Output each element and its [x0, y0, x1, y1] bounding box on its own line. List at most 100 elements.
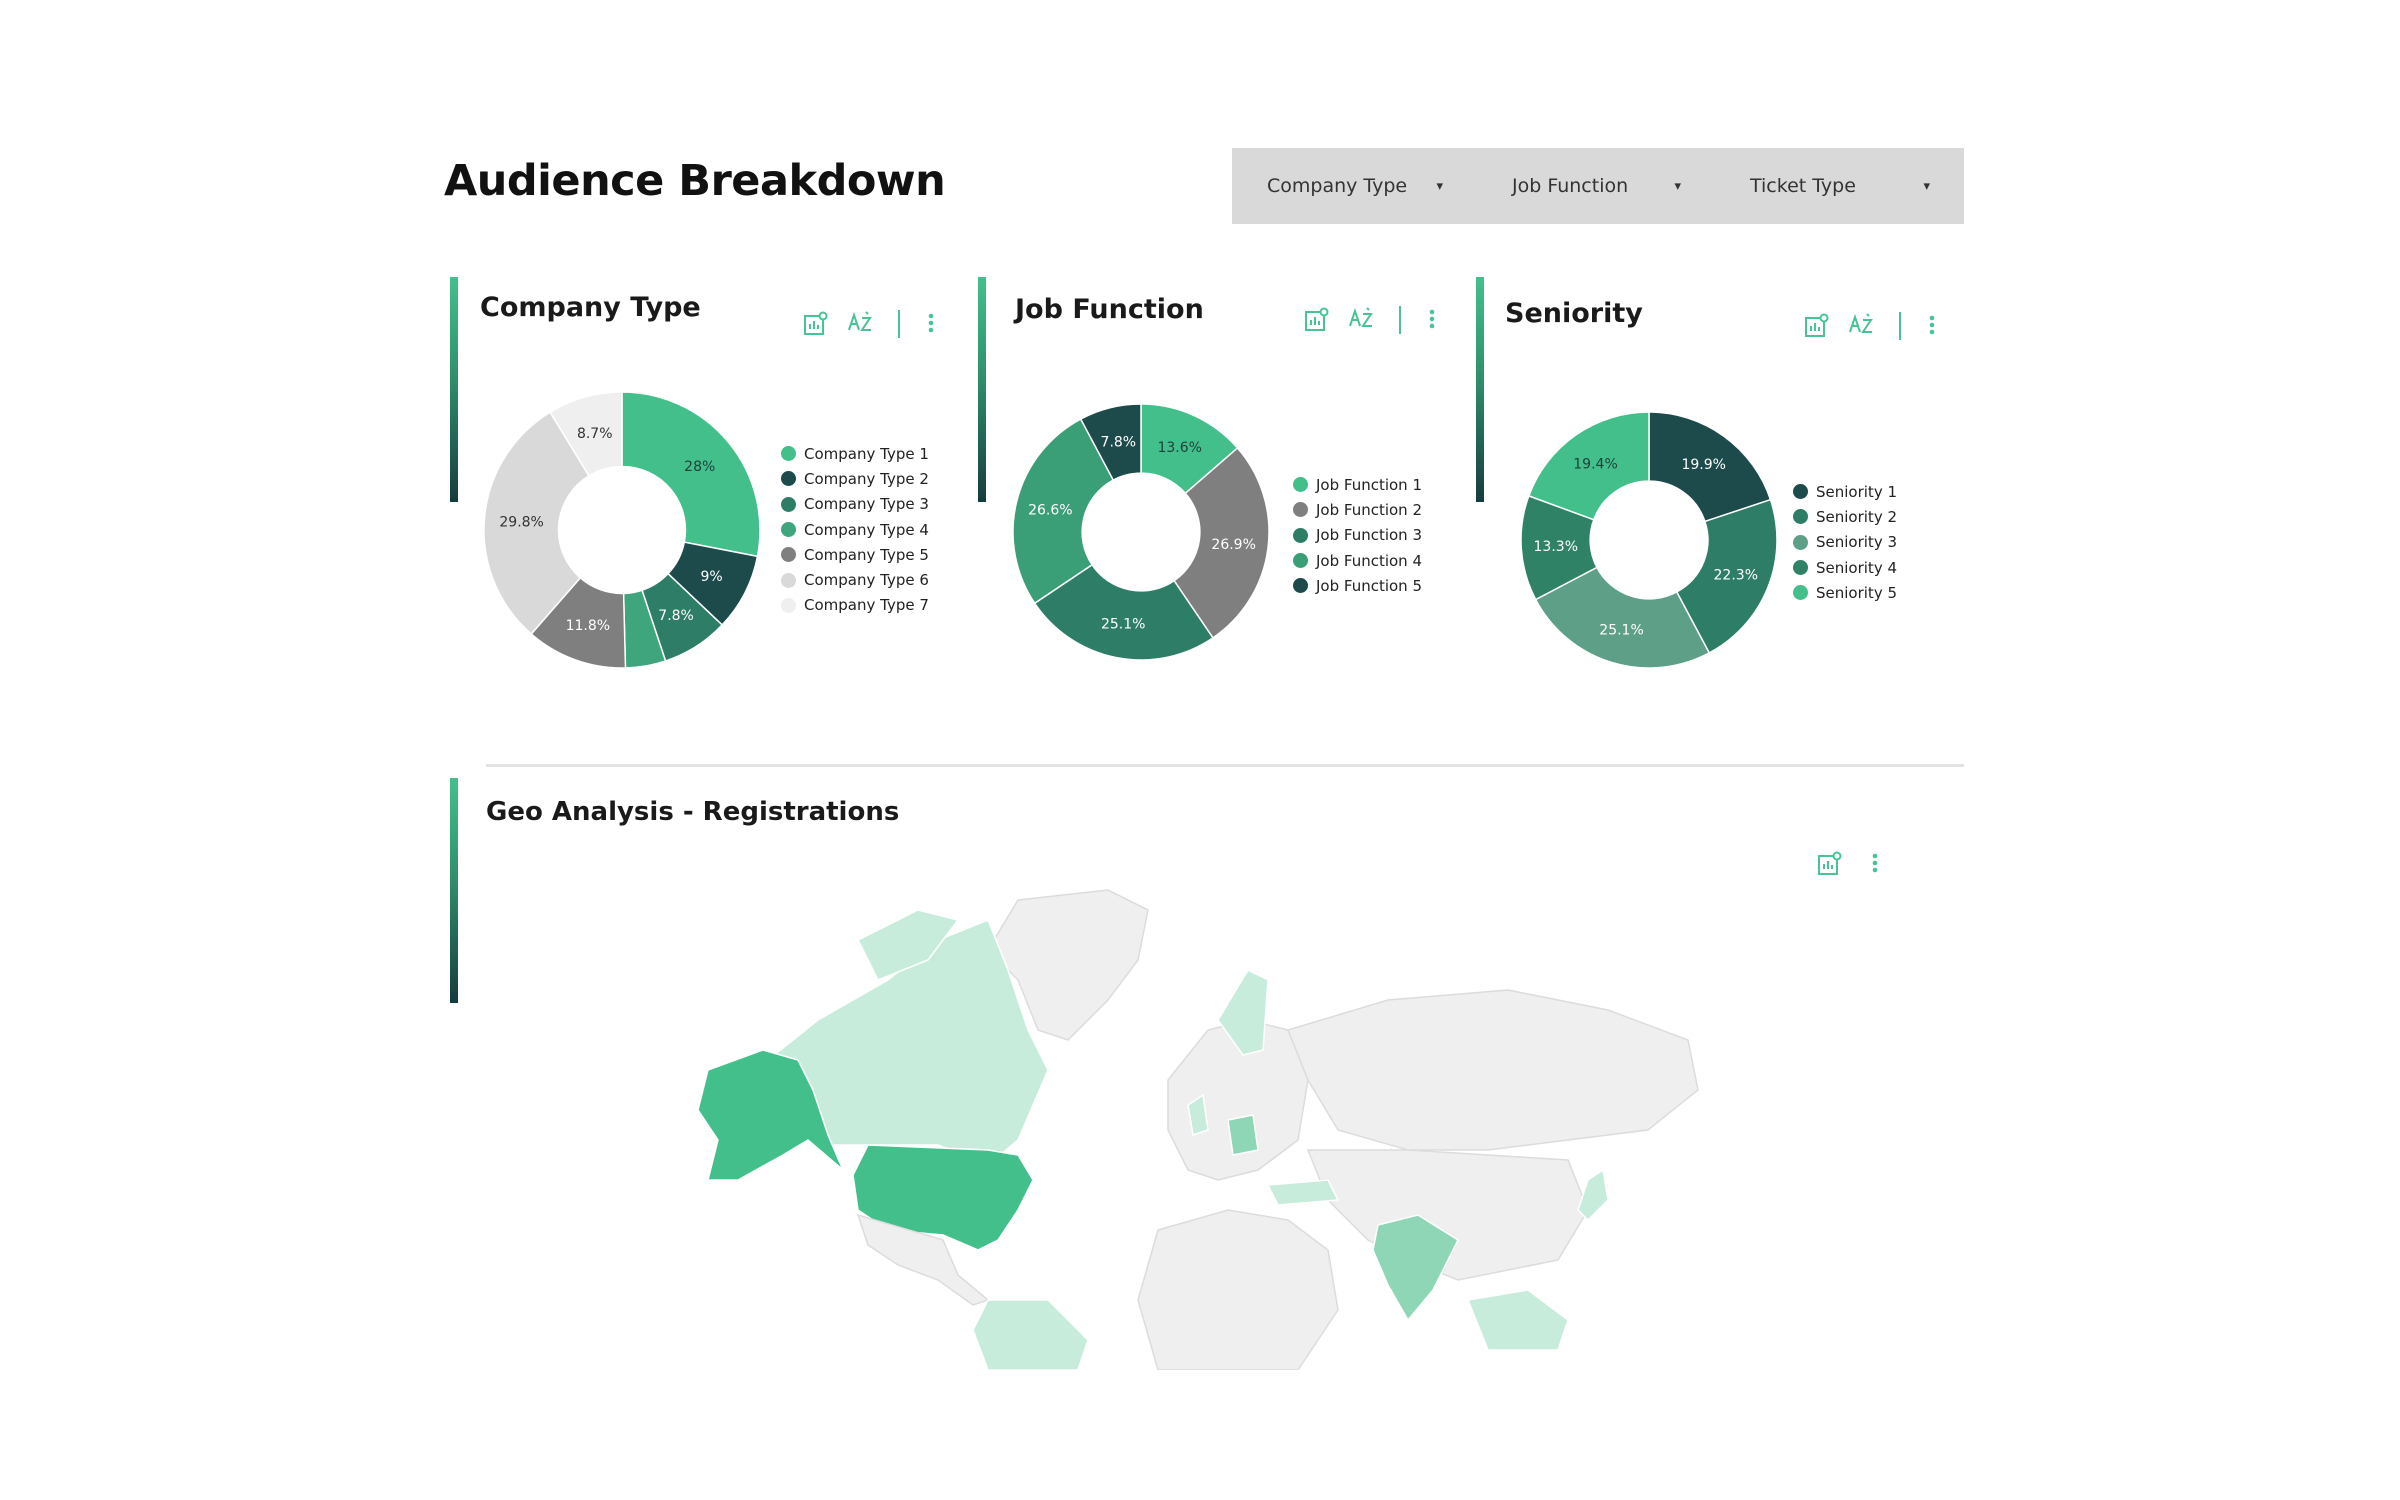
donut-slice[interactable] — [483, 411, 590, 636]
job-function-filter[interactable]: Job Function ▾ — [1477, 148, 1715, 224]
chart-settings-icon[interactable] — [1802, 310, 1832, 340]
scandinavia-region[interactable] — [1217, 969, 1269, 1056]
toolbar-divider — [898, 310, 900, 338]
legend-item[interactable]: Seniority 3 — [1793, 530, 1897, 555]
southeast-asia-region[interactable] — [1466, 1289, 1569, 1351]
donut-data-label: 11.8% — [566, 618, 610, 634]
donut-data-label: 26.9% — [1211, 537, 1255, 553]
legend-item[interactable]: Company Type 4 — [781, 517, 929, 542]
india-region[interactable] — [1372, 1214, 1459, 1322]
donut-slice[interactable] — [1012, 418, 1115, 605]
legend-label: Company Type 6 — [804, 571, 929, 590]
legend-swatch — [781, 547, 796, 563]
toolbar-divider — [1899, 312, 1901, 340]
legend-item[interactable]: Job Function 3 — [1293, 523, 1422, 548]
chart-settings-icon[interactable] — [801, 308, 831, 338]
company-type-filter[interactable]: Company Type ▾ — [1232, 148, 1477, 224]
donut-data-label: 19.9% — [1681, 457, 1725, 473]
donut-data-label: 13.3% — [1534, 539, 1578, 555]
seniority-legend: Seniority 1 Seniority 2 Seniority 3 Seniori… — [1793, 479, 1897, 605]
legend-label: Company Type 2 — [804, 469, 929, 488]
more-vert-icon[interactable] — [1917, 310, 1947, 340]
legend-item[interactable]: Company Type 7 — [781, 593, 929, 618]
legend-swatch — [781, 597, 796, 613]
russia-region[interactable] — [1286, 989, 1699, 1151]
donut-slice[interactable] — [1527, 411, 1650, 521]
legend-label: Job Function 1 — [1316, 475, 1423, 494]
legend-item[interactable]: Job Function 5 — [1293, 573, 1422, 598]
card-accent-bar — [1476, 277, 1484, 502]
legend-swatch — [781, 471, 796, 487]
filter-label: Ticket Type — [1750, 175, 1856, 197]
turkey-region[interactable] — [1266, 1179, 1340, 1206]
uk-region[interactable] — [1187, 1093, 1209, 1136]
more-vert-icon[interactable] — [916, 308, 946, 338]
united-states-region[interactable] — [852, 1144, 1034, 1251]
donut-slice[interactable] — [1173, 446, 1270, 639]
donut-data-label: 9% — [700, 569, 722, 585]
job-function-donut-chart: 13.6% 26.9% 25.1% 26.6% 7.8% — [1012, 403, 1270, 661]
legend-label: Company Type 3 — [804, 495, 929, 514]
legend-item[interactable]: Company Type 5 — [781, 542, 929, 567]
legend-item[interactable]: Company Type 2 — [781, 466, 929, 491]
legend-swatch — [1793, 560, 1808, 576]
donut-data-label: 7.8% — [1101, 434, 1137, 450]
donut-data-label: 22.3% — [1714, 568, 1758, 584]
donut-data-label: 8.7% — [577, 426, 613, 442]
legend-swatch — [1793, 509, 1808, 525]
section-divider — [486, 764, 1964, 767]
legend-label: Job Function 5 — [1316, 576, 1423, 595]
germany-region[interactable] — [1227, 1114, 1259, 1156]
africa-region[interactable] — [1137, 1209, 1339, 1370]
donut-slice[interactable] — [621, 391, 761, 558]
japan-region[interactable] — [1577, 1168, 1609, 1222]
job-function-title: Job Function — [1015, 294, 1204, 325]
alaska-region[interactable] — [697, 1049, 844, 1181]
legend-item[interactable]: Job Function 4 — [1293, 548, 1422, 573]
donut-slice[interactable] — [1675, 498, 1778, 654]
legend-item[interactable]: Seniority 4 — [1793, 555, 1897, 580]
legend-label: Job Function 4 — [1316, 551, 1423, 570]
chart-settings-icon[interactable] — [1815, 848, 1845, 878]
legend-item[interactable]: Company Type 1 — [781, 441, 929, 466]
card-accent-bar — [450, 277, 458, 502]
sort-az-icon[interactable] — [1847, 310, 1877, 340]
legend-swatch — [1293, 527, 1308, 543]
donut-slice[interactable] — [1079, 403, 1142, 482]
south-america-region[interactable] — [972, 1299, 1089, 1370]
central-america-region[interactable] — [856, 1213, 990, 1306]
donut-slice[interactable] — [1534, 566, 1711, 669]
legend-swatch — [1293, 477, 1308, 493]
sort-az-icon[interactable] — [1347, 304, 1377, 334]
seniority-title: Seniority — [1505, 298, 1643, 329]
filter-bar: Company Type ▾ Job Function ▾ Ticket Typ… — [1232, 148, 1964, 224]
legend-item[interactable]: Company Type 6 — [781, 567, 929, 592]
asia-region[interactable] — [1306, 1149, 1589, 1281]
sort-az-icon[interactable] — [846, 308, 876, 338]
more-vert-icon[interactable] — [1860, 848, 1890, 878]
more-vert-icon[interactable] — [1417, 304, 1447, 334]
donut-slice[interactable] — [549, 391, 623, 477]
seniority-donut-chart: 19.9% 22.3% 25.1% 13.3% 19.4% — [1520, 411, 1778, 669]
legend-item[interactable]: Seniority 1 — [1793, 479, 1897, 504]
page-title: Audience Breakdown — [444, 156, 946, 206]
legend-label: Seniority 5 — [1816, 583, 1898, 602]
legend-item[interactable]: Job Function 1 — [1293, 472, 1422, 497]
legend-swatch — [781, 572, 796, 588]
legend-item[interactable]: Seniority 2 — [1793, 504, 1897, 529]
donut-data-label: 28% — [684, 459, 715, 475]
toolbar-divider — [1399, 306, 1401, 334]
card-accent-bar — [450, 778, 458, 1003]
donut-slice[interactable] — [1648, 411, 1772, 523]
legend-item[interactable]: Seniority 5 — [1793, 580, 1897, 605]
world-map — [697, 889, 1699, 1370]
caret-down-icon: ▾ — [1436, 178, 1443, 193]
card-accent-bar — [978, 277, 986, 502]
legend-swatch — [1293, 502, 1308, 518]
legend-item[interactable]: Job Function 2 — [1293, 497, 1422, 522]
ticket-type-filter[interactable]: Ticket Type ▾ — [1715, 148, 1964, 224]
chart-settings-icon[interactable] — [1302, 304, 1332, 334]
legend-item[interactable]: Company Type 3 — [781, 492, 929, 517]
donut-slice[interactable] — [1033, 563, 1214, 661]
caret-down-icon: ▾ — [1674, 178, 1681, 193]
